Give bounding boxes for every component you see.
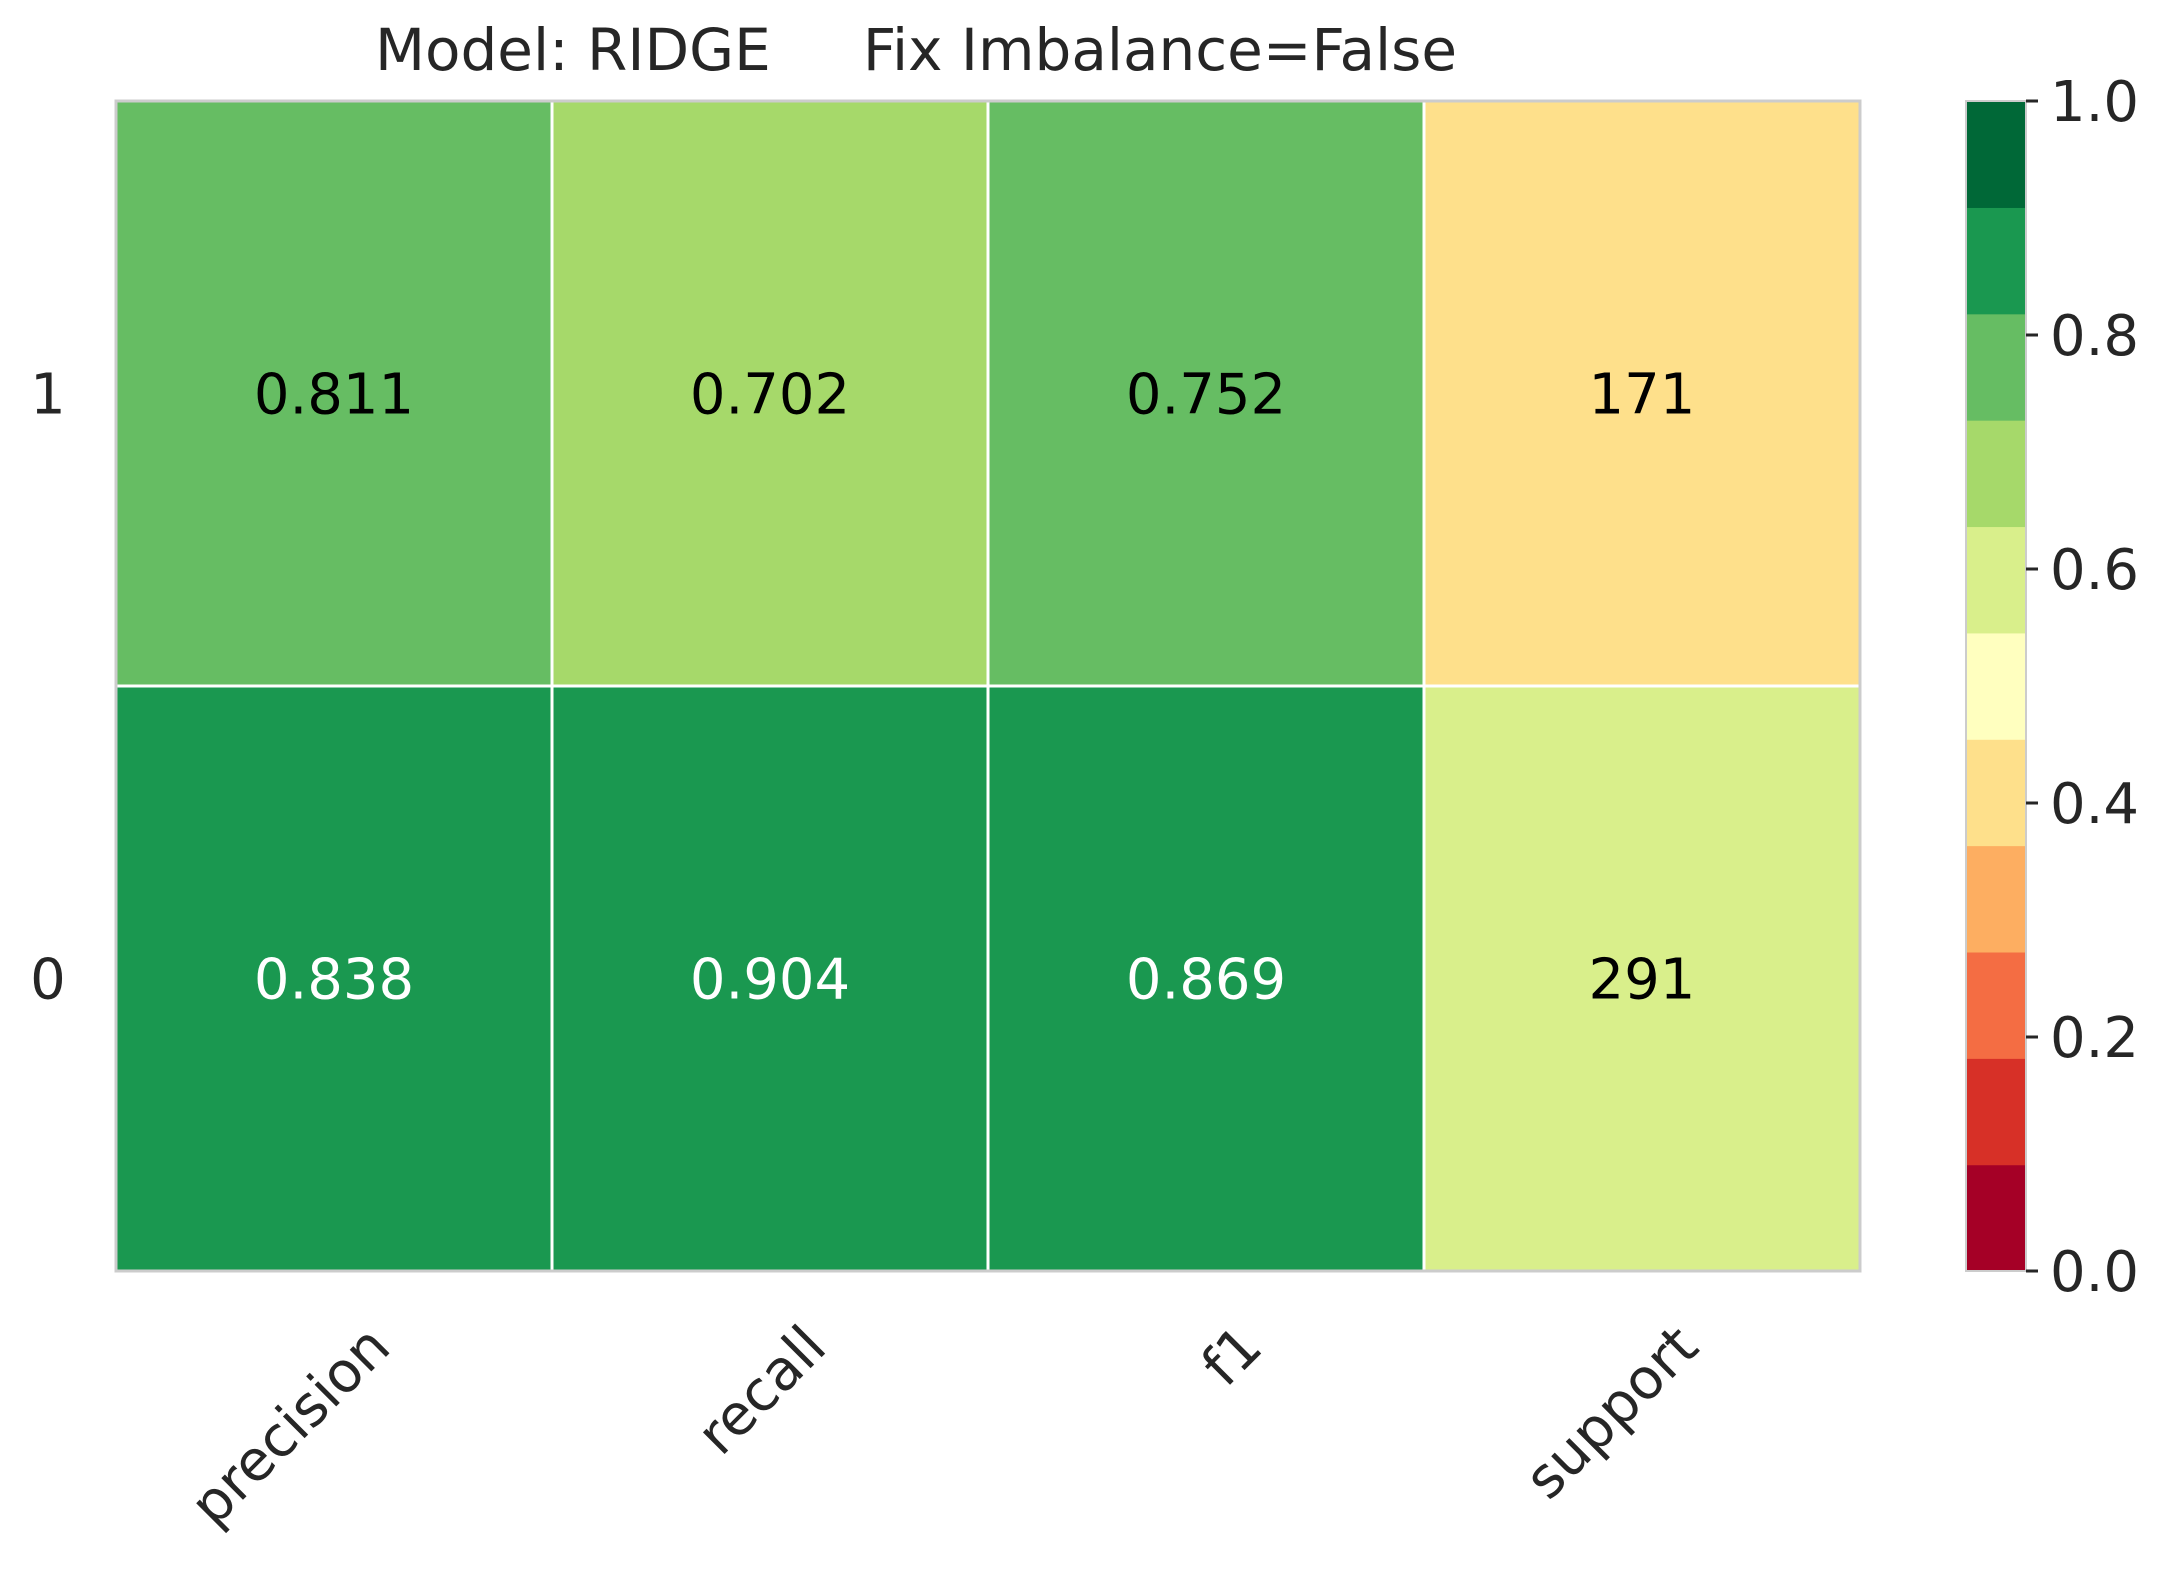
cell-value-label: 171 <box>1589 363 1696 428</box>
x-axis-labels: precision recall f1 support <box>178 1314 1711 1539</box>
x-tick-label: precision <box>178 1314 403 1539</box>
cell-value-label: 0.811 <box>254 363 414 428</box>
colorbar-tick-label: 1.0 <box>2050 70 2139 135</box>
cell-value-label: 0.702 <box>690 363 850 428</box>
x-tick-label: f1 <box>1190 1314 1275 1399</box>
colorbar-tick-label: 0.2 <box>2050 1006 2139 1071</box>
colorbar-segment <box>1966 207 2026 315</box>
cell-value-label: 0.752 <box>1126 363 1286 428</box>
colorbar-segment <box>1966 101 2026 208</box>
x-tick-label: recall <box>685 1314 839 1468</box>
colorbar-segment <box>1966 313 2026 421</box>
colorbar-segment <box>1966 739 2026 847</box>
heatmap-cell <box>1422 99 1862 688</box>
colorbar-tick-label: 0.6 <box>2050 538 2139 603</box>
heatmap-cell <box>550 99 990 688</box>
colorbar: 0.0 0.2 0.4 0.6 0.8 1.0 <box>1965 70 2139 1305</box>
x-tick-label: support <box>1513 1314 1711 1512</box>
colorbar-segment <box>1966 420 2026 528</box>
cell-value-label: 291 <box>1589 948 1696 1013</box>
plot-frame <box>114 99 1862 1273</box>
colorbar-frame <box>1965 100 2027 1272</box>
y-axis-labels: 10 <box>30 363 66 1013</box>
colorbar-tick-label: 0.4 <box>2050 772 2139 837</box>
cell-value-label: 0.904 <box>690 948 850 1013</box>
cell-value-label: 0.838 <box>254 948 414 1013</box>
heatmap-cell <box>114 99 554 688</box>
colorbar-segment <box>1966 951 2026 1059</box>
cell-value-label: 0.869 <box>1126 948 1286 1013</box>
heatmap-cell <box>550 684 990 1273</box>
colorbar-segment <box>1966 1164 2026 1272</box>
heatmap-cell <box>114 684 554 1273</box>
chart-title: Model: RIDGE Fix Imbalance=False <box>375 16 1457 84</box>
colorbar-tick-label: 0.8 <box>2050 304 2139 369</box>
heatmap-cell <box>1422 684 1862 1273</box>
colorbar-segment <box>1966 845 2026 953</box>
colorbar-segment <box>1966 632 2026 740</box>
heatmap-cell <box>986 684 1426 1273</box>
y-tick-label: 0 <box>30 948 66 1013</box>
y-tick-label: 1 <box>30 363 66 428</box>
heatmap-cells: 0.811 0.702 0.752 171 0.838 0.904 0.869 291 <box>114 99 1862 1273</box>
colorbar-tick-label: 0.0 <box>2050 1240 2139 1305</box>
colorbar-segment <box>1966 526 2026 634</box>
colorbar-segment <box>1966 1058 2026 1166</box>
